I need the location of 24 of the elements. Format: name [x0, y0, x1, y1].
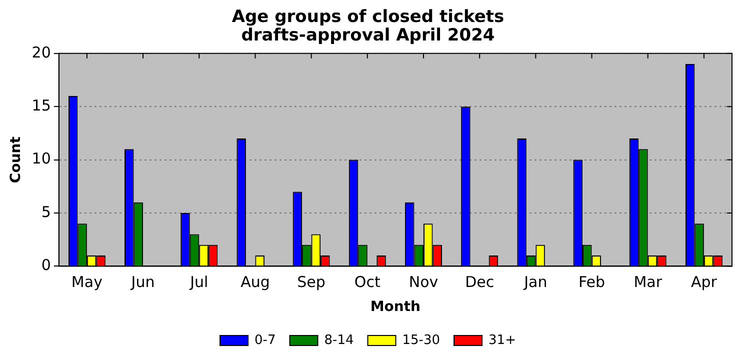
x-tick-label: Nov	[408, 273, 438, 292]
x-tick-label: Feb	[578, 273, 606, 292]
x-tick-label: Aug	[240, 273, 270, 292]
legend-label: 8-14	[324, 332, 354, 348]
x-tick-label: Dec	[465, 273, 494, 292]
x-axis-title: Month	[370, 299, 421, 316]
y-tick-label: 5	[41, 202, 51, 221]
x-tick-label: Mar	[634, 273, 663, 292]
y-tick-label: 20	[32, 43, 51, 62]
legend-label: 31+	[488, 332, 516, 348]
x-tick-label: Jun	[130, 273, 155, 292]
y-axis-title: Count	[8, 136, 24, 184]
x-tick-label: Sep	[297, 273, 326, 292]
x-tick-label: Oct	[354, 273, 380, 292]
y-tick-label: 10	[32, 150, 51, 168]
legend-label: 0-7	[254, 332, 276, 348]
x-tick-label: Jan	[523, 273, 548, 292]
y-tick-label: 15	[32, 96, 51, 114]
x-tick-label: May	[71, 273, 103, 292]
chart-title: Age groups of closed tickets drafts-approval April 2024	[232, 6, 504, 46]
legend-label: 15-30	[402, 332, 440, 348]
y-tick-label: 0	[41, 256, 51, 274]
x-tick-label: Jul	[189, 273, 208, 292]
x-tick-label: Apr	[690, 273, 718, 292]
